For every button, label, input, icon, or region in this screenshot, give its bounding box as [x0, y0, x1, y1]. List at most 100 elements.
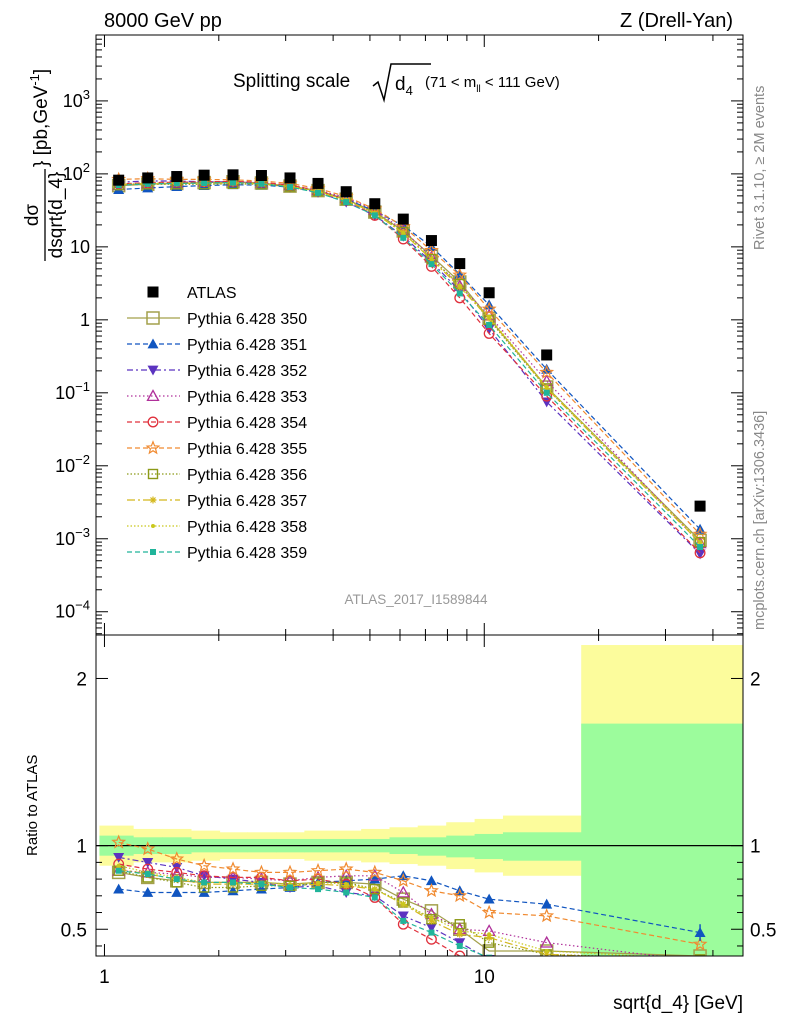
- ratio-point: [542, 963, 552, 973]
- source-label: mcplots.cern.ch [arXiv:1306.3436]: [752, 411, 768, 630]
- ratio-point: [487, 932, 492, 937]
- data-point: [255, 170, 267, 182]
- ratio-point: [338, 861, 354, 876]
- x-axis-label: sqrt{d_4} [GeV]: [613, 993, 743, 1014]
- ratio-point: [369, 892, 381, 903]
- ratio-point: [113, 883, 125, 894]
- ratio-point: [452, 887, 468, 903]
- legend-label: Pythia 6.428 351: [187, 337, 307, 354]
- series-point: [144, 180, 151, 187]
- ratio-point: [396, 885, 410, 898]
- data-point: [541, 349, 553, 361]
- data-point: [397, 213, 409, 225]
- legend-marker: [151, 524, 155, 528]
- ratio-point: [428, 929, 435, 936]
- title-sqrt-sign: [372, 63, 431, 103]
- legend-label: Pythia 6.428 353: [187, 389, 307, 406]
- ratio-point: [198, 871, 210, 882]
- ratio-point: [169, 851, 185, 866]
- legend-entry-355: Pythia 6.428 355: [127, 440, 307, 458]
- ratio-line: [118, 863, 462, 956]
- ratio-point: [395, 872, 411, 888]
- title-symbol-sub: 4: [406, 83, 413, 98]
- legend-marker: [146, 389, 160, 402]
- ratio-panel-frame: [95, 634, 744, 957]
- y-tick-label: 102: [63, 160, 90, 184]
- legend-entry-351: Pythia 6.428 351: [127, 337, 307, 354]
- ratio-point: [310, 862, 326, 878]
- ratio-point: [258, 881, 265, 888]
- ratio-point: [140, 841, 156, 856]
- data-point: [369, 198, 381, 210]
- legend-label: Pythia 6.428 357: [187, 493, 307, 510]
- series-point: [201, 179, 208, 186]
- x-tick-label: 1: [99, 967, 110, 988]
- y-label-unit-sup: -1: [27, 74, 42, 86]
- data-point: [284, 172, 296, 184]
- ratio-point: [454, 919, 465, 930]
- ratio-point: [369, 873, 381, 884]
- series-point: [230, 179, 237, 186]
- y-tick-label: 10−1: [55, 379, 90, 403]
- y-label-unit-main: } [pb,GeV: [31, 85, 52, 167]
- ratio-point: [397, 911, 409, 922]
- ratio-point: [693, 949, 707, 956]
- data-point: [340, 186, 352, 198]
- series-point: [315, 189, 322, 196]
- legend-marker: [147, 286, 159, 298]
- ratio-point: [425, 923, 437, 934]
- ratio-point: [225, 861, 241, 876]
- series-line: [118, 180, 701, 555]
- series-point: [539, 364, 555, 379]
- y-label-unit: } [pb,GeV-1]: [27, 69, 52, 167]
- title-range-sub: ll: [476, 84, 480, 95]
- legend-entry-356: Pythia 6.428 356: [127, 467, 307, 484]
- ratio-point: [173, 876, 180, 883]
- series-point: [428, 261, 435, 268]
- ratio-point: [171, 886, 183, 897]
- ratio-point: [697, 965, 703, 971]
- ratio-point: [544, 948, 549, 953]
- series-point: [694, 549, 706, 560]
- legend-label: Pythia 6.428 358: [187, 519, 307, 536]
- ratio-y-tick-label-right: 0.5: [750, 920, 776, 941]
- ratio-point: [486, 954, 493, 956]
- ratio-point: [429, 915, 434, 920]
- title-range-end: < 111 GeV): [481, 74, 560, 91]
- ratio-y-tick-label-left: 2: [76, 669, 87, 690]
- legend-marker: [146, 311, 160, 325]
- ratio-point: [144, 871, 151, 878]
- main-panel: 10−4 10−3 10−2 10−1 1 10 102 103 Splitting scal…: [22, 34, 744, 636]
- ratio-point: [457, 928, 462, 933]
- ratio-point: [401, 902, 406, 907]
- ratio-point: [400, 917, 407, 924]
- series-point: [544, 385, 549, 390]
- ratio-point: [230, 879, 237, 886]
- plot-title: Splitting scale: [233, 71, 350, 92]
- data-point: [142, 172, 154, 184]
- y-tick-label: 10: [70, 237, 90, 257]
- ratio-y-label: Ratio to ATLAS: [24, 755, 41, 856]
- ratio-point: [541, 972, 552, 982]
- data-point: [227, 169, 239, 181]
- ratio-line: [118, 841, 701, 945]
- ratio-line: [118, 868, 600, 956]
- ratio-point: [371, 894, 378, 901]
- legend-label: Pythia 6.428 350: [187, 311, 307, 328]
- ratio-point: [425, 875, 437, 886]
- data-point: [171, 171, 183, 183]
- legend-entry-357: Pythia 6.428 357: [127, 493, 307, 510]
- ratio-y-tick-label-right: 2: [750, 669, 761, 690]
- ratio-point: [454, 950, 466, 956]
- y-tick-label: 103: [63, 87, 90, 111]
- title-range-start: (71 < m: [425, 74, 476, 91]
- ratio-point: [456, 930, 464, 938]
- y-axis-label: dσ dsqrt{d_4} } [pb,GeV-1]: [22, 69, 67, 261]
- ratio-point: [196, 857, 212, 873]
- ratio-point: [111, 834, 127, 849]
- y-label-unit-end: ]: [31, 69, 52, 74]
- legend-label: Pythia 6.428 359: [187, 545, 307, 562]
- legend-label: Pythia 6.428 355: [187, 441, 307, 458]
- data-point: [483, 287, 495, 299]
- data-point: [694, 500, 706, 512]
